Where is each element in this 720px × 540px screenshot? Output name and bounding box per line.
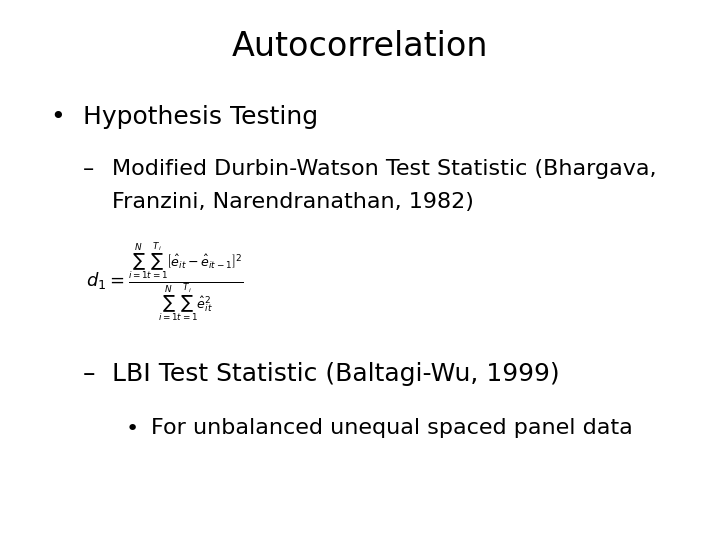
Text: For unbalanced unequal spaced panel data: For unbalanced unequal spaced panel data (151, 418, 633, 438)
Text: Hypothesis Testing: Hypothesis Testing (83, 105, 318, 129)
Text: $d_1 = \frac{\sum_{i=1}^{N}\sum_{t=1}^{T_i}\left[\hat{e}_{it} - \hat{e}_{it-1}\r: $d_1 = \frac{\sum_{i=1}^{N}\sum_{t=1}^{T… (86, 240, 244, 323)
Text: –: – (83, 159, 94, 179)
Text: Autocorrelation: Autocorrelation (232, 30, 488, 63)
Text: •: • (126, 418, 139, 438)
Text: Franzini, Narendranathan, 1982): Franzini, Narendranathan, 1982) (112, 192, 474, 212)
Text: •: • (50, 105, 65, 129)
Text: Modified Durbin-Watson Test Statistic (Bhargava,: Modified Durbin-Watson Test Statistic (B… (112, 159, 656, 179)
Text: LBI Test Statistic (Baltagi-Wu, 1999): LBI Test Statistic (Baltagi-Wu, 1999) (112, 362, 559, 386)
Text: –: – (83, 362, 95, 386)
